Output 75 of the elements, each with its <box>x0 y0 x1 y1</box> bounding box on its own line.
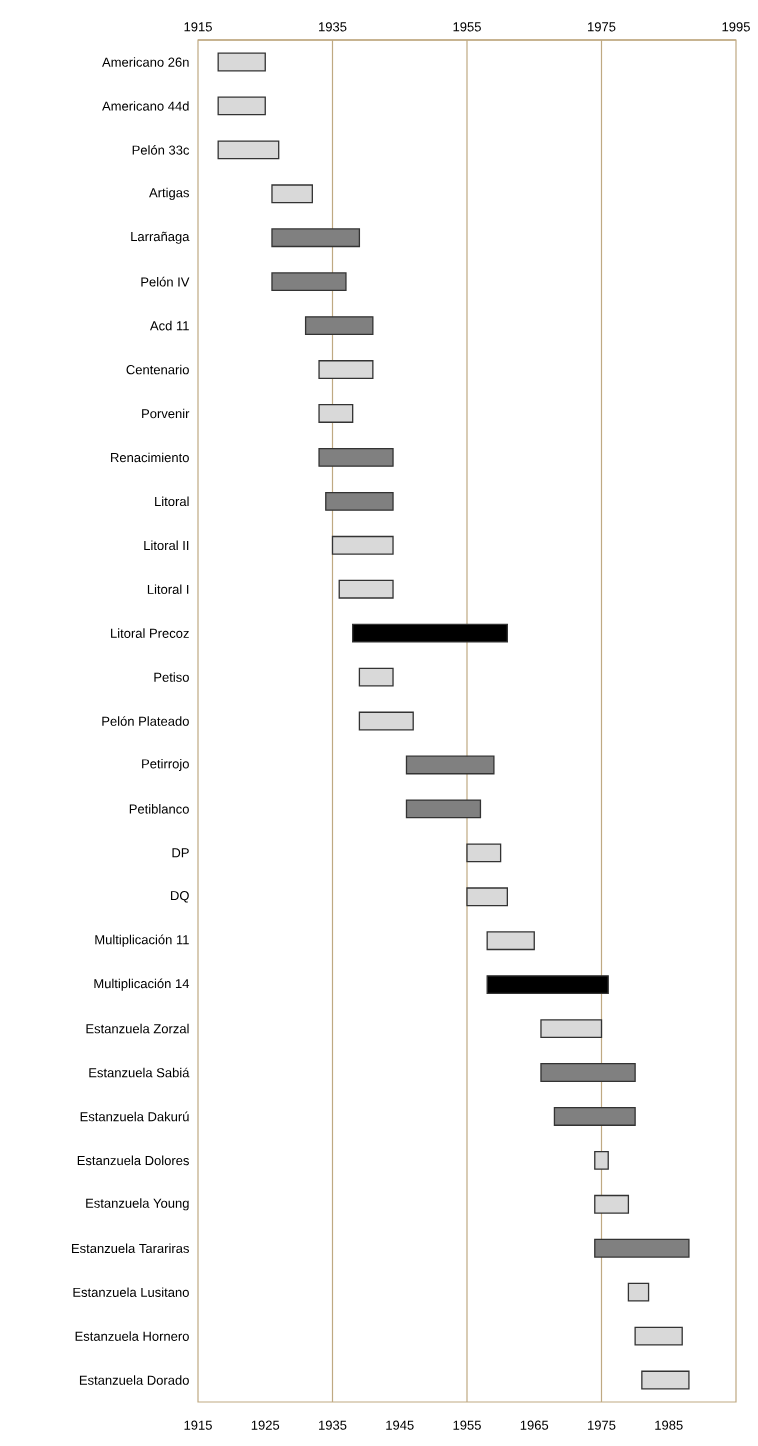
x-tick-label: 1915 <box>184 1420 212 1430</box>
y-tick-label: DQ <box>171 890 189 903</box>
y-tick-label: Estanzuela Tarariras <box>72 1243 189 1254</box>
y-tick-label: Americano 44d <box>102 101 189 111</box>
y-tick-label: Multiplicación 11 <box>95 934 189 947</box>
y-tick-label: Larrañaga <box>131 231 190 244</box>
bar <box>217 140 280 160</box>
bar <box>540 1019 603 1038</box>
bar <box>304 316 374 336</box>
bar <box>338 579 394 599</box>
y-tick-label: Americano 26n <box>102 57 189 67</box>
x-tick-label: 1935 <box>319 1420 347 1430</box>
bar <box>271 228 361 248</box>
y-tick-label: Litoral <box>155 496 189 507</box>
y-tick-label: Estanzuela Lusitano <box>73 1287 189 1297</box>
bar <box>594 1194 630 1214</box>
bar <box>594 1150 609 1170</box>
bar <box>594 1238 690 1258</box>
y-tick-label: Pelón IV <box>141 276 190 287</box>
bar <box>358 711 414 731</box>
bar <box>634 1326 683 1346</box>
y-tick-label: Multiplicación 14 <box>94 978 190 991</box>
y-tick-label: Acd 11 <box>149 320 189 331</box>
y-tick-label: Petiso <box>154 672 189 682</box>
y-tick-label: DP <box>172 848 189 858</box>
bar <box>318 447 394 467</box>
bar <box>318 404 354 423</box>
y-tick-label: Estanzuela Sabiá <box>89 1067 190 1078</box>
y-tick-label: Porvenir <box>142 408 190 419</box>
bar <box>486 931 535 951</box>
y-tick-label: Artigas <box>149 187 189 200</box>
y-tick-label: Pelón 33c <box>132 145 190 155</box>
bar <box>466 887 508 907</box>
y-tick-label: Petiblanco <box>129 804 189 814</box>
bar <box>217 96 266 116</box>
bar <box>466 843 502 863</box>
bar <box>318 360 374 379</box>
bar <box>540 1063 636 1082</box>
bar <box>217 52 266 72</box>
bar <box>271 272 347 292</box>
y-tick-label: Estanzuela Dakurú <box>80 1111 189 1122</box>
y-tick-label: Centenario <box>126 364 189 375</box>
x-tick-label: 1975 <box>588 1420 616 1430</box>
bar <box>352 623 508 643</box>
y-tick-label: Estanzuela Dorado <box>79 1375 189 1385</box>
y-tick-label: Petirrojo <box>142 758 189 772</box>
x-tick-label: 1925 <box>251 1420 280 1430</box>
x-tick-label: 1965 <box>520 1420 549 1430</box>
y-tick-label: Litoral Precoz <box>111 628 189 638</box>
bar <box>553 1107 636 1126</box>
y-tick-label: Pelón Plateado <box>102 716 189 726</box>
x-tick-label: 1945 <box>386 1420 414 1430</box>
x2-tick-label: 1975 <box>588 22 616 32</box>
x2-tick-label: 1955 <box>453 22 481 32</box>
bar <box>627 1282 650 1302</box>
y-tick-label: Litoral I <box>147 584 189 594</box>
x-tick-label: 1985 <box>655 1420 683 1430</box>
y-tick-label: Estanzuela Young <box>86 1198 189 1211</box>
y-tick-label: Estanzuela Hornero <box>75 1331 189 1341</box>
bar <box>641 1370 690 1390</box>
y-tick-label: Litoral II <box>144 540 189 551</box>
bar <box>486 975 609 995</box>
bar <box>358 667 394 687</box>
x-tick-label: 1955 <box>453 1420 481 1430</box>
bar <box>325 491 394 511</box>
y-tick-label: Renacimiento <box>111 452 189 463</box>
bar <box>405 799 482 819</box>
y-tick-label: Estanzuela Zorzal <box>86 1023 189 1034</box>
x2-tick-label: 1995 <box>722 22 750 32</box>
x2-tick-label: 1915 <box>184 22 212 32</box>
bar <box>271 184 313 204</box>
bar <box>331 535 394 555</box>
bar <box>405 755 495 775</box>
y-tick-label: Estanzuela Dolores <box>77 1155 189 1166</box>
x2-tick-label: 1935 <box>319 22 347 32</box>
